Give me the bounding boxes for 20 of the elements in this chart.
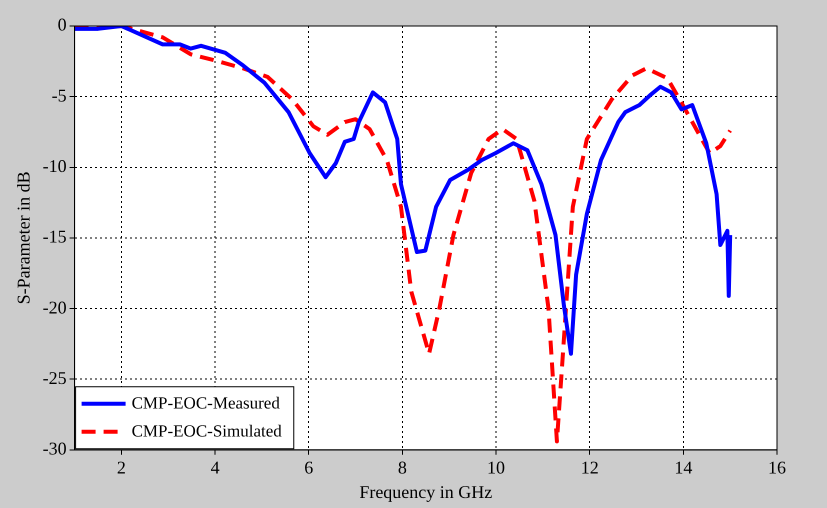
y-tick-label: -10 — [42, 156, 67, 176]
y-tick-label: -25 — [42, 368, 67, 388]
x-tick-label: 8 — [398, 457, 407, 478]
x-tick-label: 16 — [768, 457, 786, 478]
y-tick-label: -15 — [42, 226, 67, 247]
x-tick-label: 10 — [487, 457, 506, 478]
x-tick-label: 14 — [674, 457, 692, 478]
y-tick-label: -5 — [52, 85, 67, 106]
line-series — [74, 26, 732, 444]
x-tick-label: 4 — [210, 457, 220, 478]
y-tick-label: 0 — [58, 14, 67, 35]
x-tick-label: 12 — [580, 457, 599, 478]
x-tick-label: 6 — [304, 457, 314, 478]
y-tick-label: -30 — [42, 438, 67, 459]
legend-label: CMP-EOC-Measured — [132, 393, 280, 412]
x-tick-label: 2 — [116, 457, 126, 478]
legend-label: CMP-EOC-Simulated — [132, 421, 282, 440]
x-axis-title: Frequency in GHz — [359, 482, 492, 502]
y-axis-title: S-Parameter in dB — [14, 171, 34, 304]
y-tick-label: -20 — [42, 297, 67, 318]
